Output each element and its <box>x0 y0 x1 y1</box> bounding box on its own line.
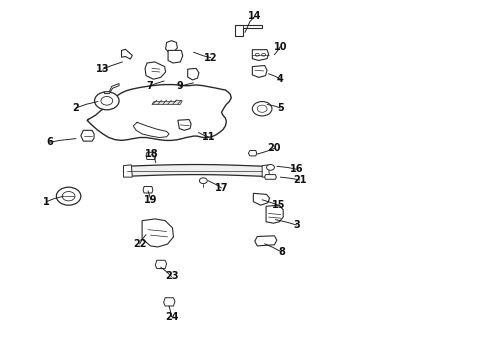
Text: 2: 2 <box>73 103 79 113</box>
Circle shape <box>95 92 119 110</box>
Text: 11: 11 <box>201 132 215 142</box>
Polygon shape <box>122 49 132 59</box>
Text: 13: 13 <box>96 64 110 74</box>
Text: 14: 14 <box>248 11 262 21</box>
Polygon shape <box>142 219 173 247</box>
Polygon shape <box>255 236 277 246</box>
Text: 15: 15 <box>271 200 285 210</box>
Circle shape <box>252 102 272 116</box>
Text: 5: 5 <box>277 103 284 113</box>
Polygon shape <box>252 66 267 77</box>
Polygon shape <box>164 298 175 306</box>
Polygon shape <box>188 68 199 80</box>
Text: 18: 18 <box>145 149 159 159</box>
Text: 9: 9 <box>177 81 184 91</box>
Polygon shape <box>178 120 191 130</box>
Text: 17: 17 <box>215 183 228 193</box>
Circle shape <box>267 165 274 170</box>
Circle shape <box>62 192 75 201</box>
Polygon shape <box>145 62 166 79</box>
Text: 10: 10 <box>273 42 287 52</box>
Text: 19: 19 <box>144 195 158 205</box>
Polygon shape <box>125 165 265 176</box>
Text: 24: 24 <box>165 312 178 322</box>
Text: 12: 12 <box>204 53 218 63</box>
Polygon shape <box>262 165 270 177</box>
Text: 23: 23 <box>165 271 178 282</box>
Polygon shape <box>81 130 94 141</box>
Circle shape <box>56 187 81 205</box>
Circle shape <box>255 53 259 56</box>
Polygon shape <box>166 41 177 53</box>
Polygon shape <box>155 260 167 269</box>
Polygon shape <box>265 175 276 179</box>
Circle shape <box>257 105 267 112</box>
Text: 3: 3 <box>293 220 300 230</box>
Polygon shape <box>252 50 269 60</box>
Text: 1: 1 <box>43 197 50 207</box>
Text: 16: 16 <box>290 164 303 174</box>
Circle shape <box>199 178 207 184</box>
Polygon shape <box>168 50 183 63</box>
Polygon shape <box>235 25 262 36</box>
Text: 6: 6 <box>47 137 53 147</box>
Polygon shape <box>248 150 257 156</box>
Polygon shape <box>266 205 283 223</box>
Polygon shape <box>143 186 153 193</box>
Text: 21: 21 <box>293 175 307 185</box>
Text: 4: 4 <box>277 74 284 84</box>
Polygon shape <box>146 152 156 159</box>
Polygon shape <box>253 193 270 205</box>
Circle shape <box>262 53 266 56</box>
Text: 20: 20 <box>268 143 281 153</box>
Polygon shape <box>152 100 182 104</box>
Polygon shape <box>123 165 132 177</box>
Text: 22: 22 <box>133 239 147 249</box>
Text: 7: 7 <box>146 81 153 91</box>
Circle shape <box>101 96 113 105</box>
Polygon shape <box>104 84 119 94</box>
Text: 8: 8 <box>278 247 285 257</box>
